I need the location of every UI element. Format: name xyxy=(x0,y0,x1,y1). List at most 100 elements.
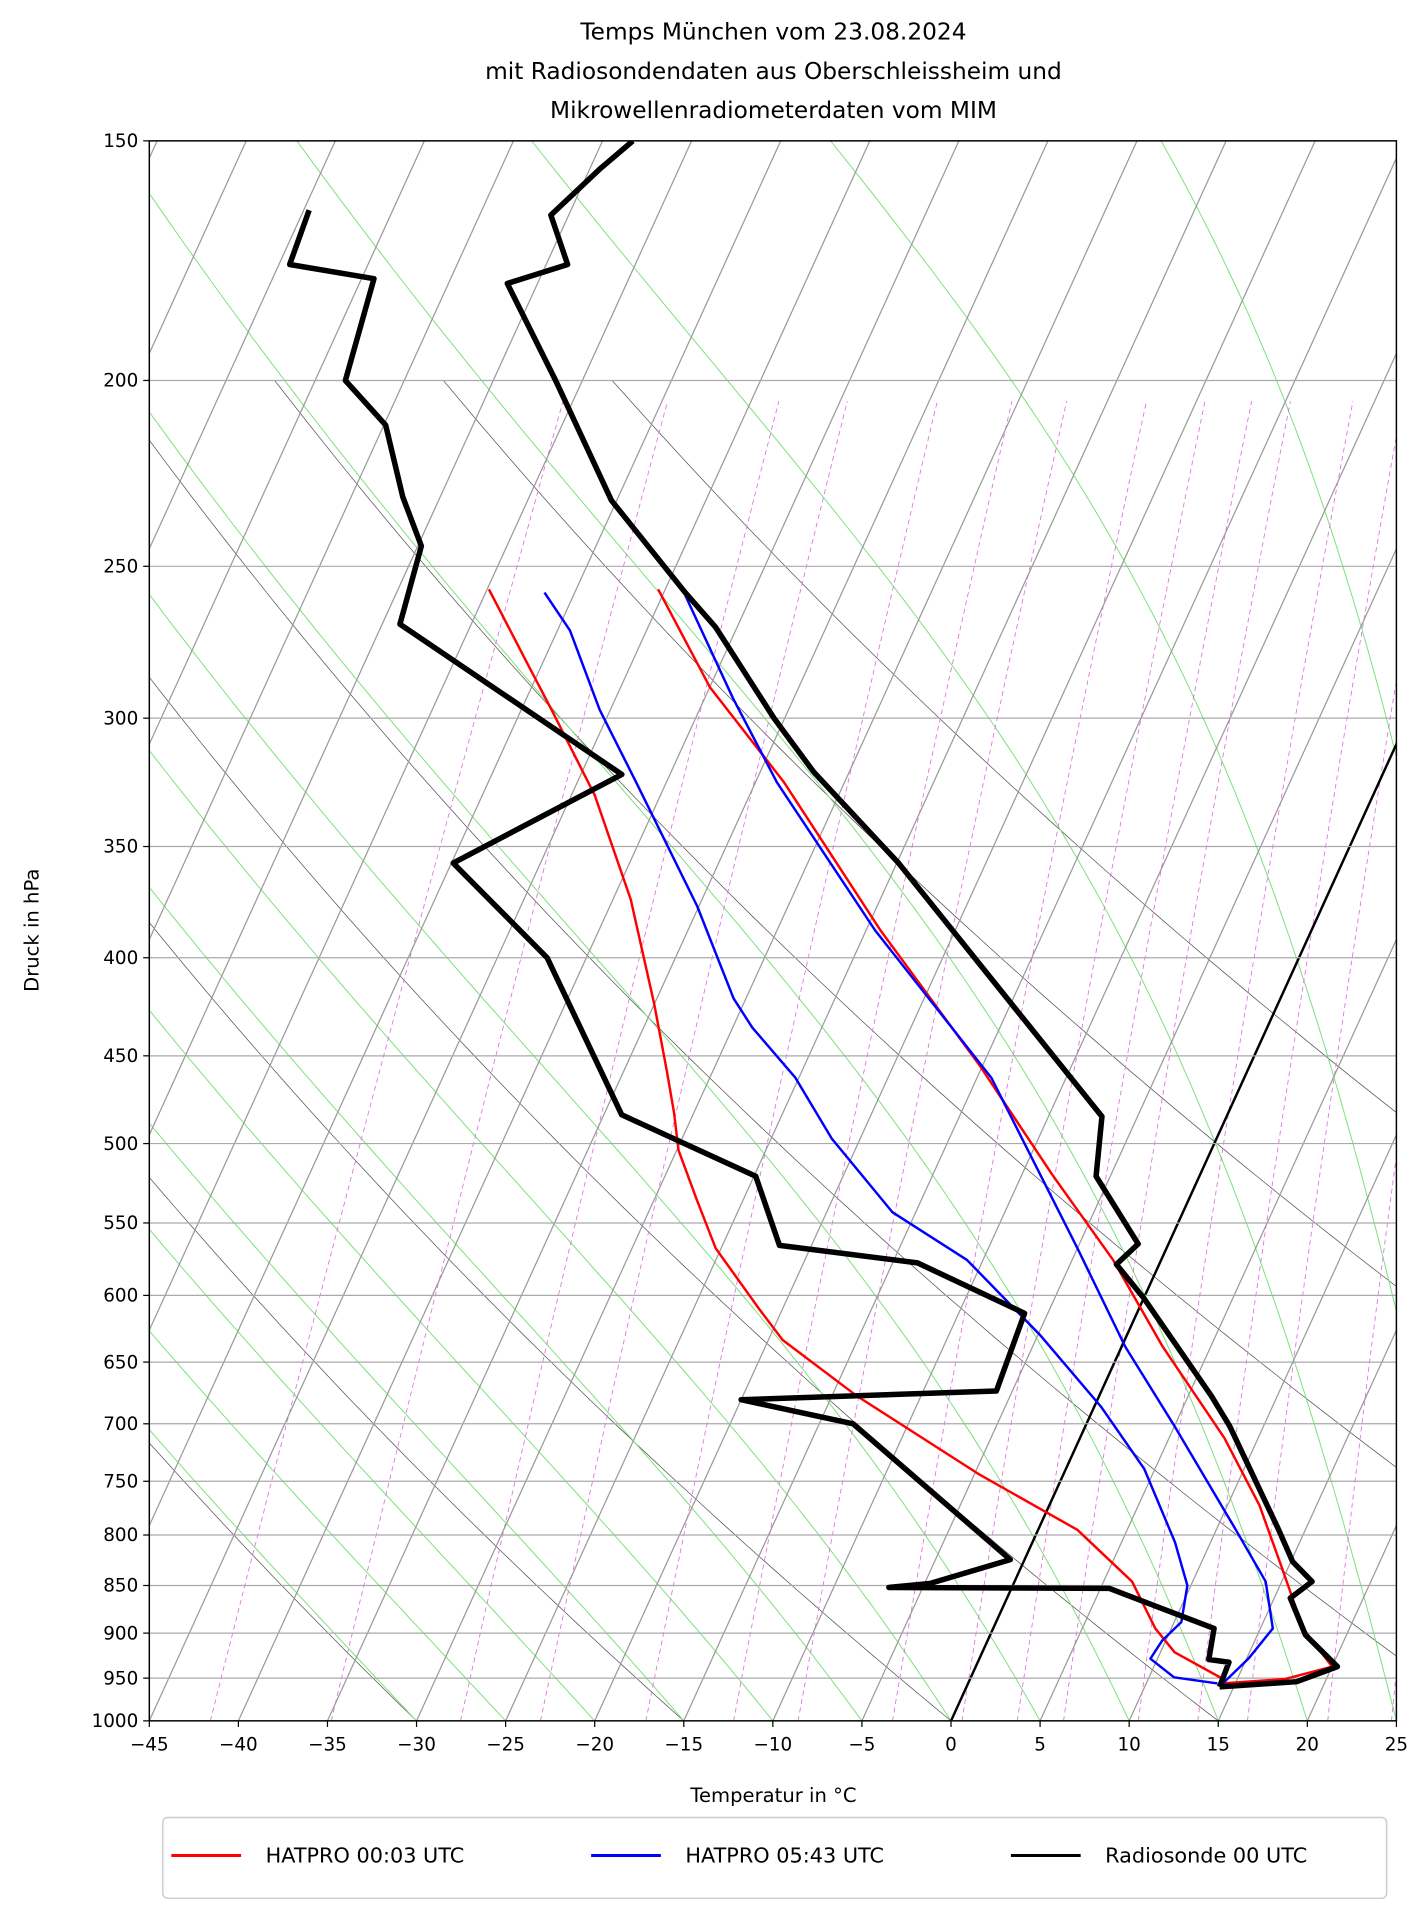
x-tick-label: −30 xyxy=(397,1734,436,1755)
x-tick-label: −40 xyxy=(219,1734,258,1755)
moist-adiabat xyxy=(149,1428,417,1721)
axes: 1000 950 900 850 800 750 700 650 600 550 500 450 400… xyxy=(92,131,1408,1755)
mixing-ratio-line xyxy=(1137,400,1354,1721)
mixing-ratio-line xyxy=(1197,433,1397,1721)
mixing-ratio-line xyxy=(1063,400,1291,1721)
x-tick-label: 0 xyxy=(945,1734,957,1755)
isotherm xyxy=(149,140,515,941)
background-lines xyxy=(149,140,1397,1721)
y-axis-label: Druck in hPa xyxy=(21,869,44,992)
isotherm xyxy=(861,547,1397,1721)
moist-adiabat xyxy=(149,886,863,1721)
isotherm xyxy=(1395,1719,1397,1721)
legend-label: HATPRO 05:43 UTC xyxy=(685,1844,884,1868)
isotherm xyxy=(237,140,960,1721)
dry-adiabat xyxy=(149,921,952,1721)
dewpoint-line xyxy=(543,591,1218,1685)
x-axis-label: Temperatur in °C xyxy=(689,1784,856,1807)
y-tick-label: 850 xyxy=(103,1576,138,1597)
isotherm xyxy=(149,140,693,1332)
y-tick-label: 700 xyxy=(103,1414,138,1435)
chart-title: Mikrowellenradiometerdaten vom MIM xyxy=(550,97,997,124)
y-tick-label: 250 xyxy=(103,557,138,578)
y-tick-label: 200 xyxy=(103,371,138,392)
moist-adiabat xyxy=(149,1122,685,1721)
isotherm xyxy=(1217,1328,1397,1721)
moist-adiabat xyxy=(830,140,1397,1314)
x-tick-label: 10 xyxy=(1117,1734,1140,1755)
y-tick-label: 150 xyxy=(103,131,138,152)
dewpoint-line xyxy=(487,588,1224,1681)
y-tick-label: 350 xyxy=(103,837,138,858)
legend xyxy=(162,1816,1388,1900)
isotherm xyxy=(149,140,871,1721)
temperature-line xyxy=(684,595,1275,1685)
y-tick-label: 450 xyxy=(103,1046,138,1067)
moist-adiabat xyxy=(149,1228,596,1721)
mixing-ratio-line xyxy=(209,400,564,1721)
chart-title: mit Radiosondendaten aus Oberschleisshei… xyxy=(485,58,1062,85)
isotherm xyxy=(683,156,1397,1721)
isotherm xyxy=(149,140,336,551)
mixing-ratio-line xyxy=(460,400,780,1721)
y-tick-label: 950 xyxy=(103,1668,138,1689)
y-tick-label: 500 xyxy=(103,1134,138,1155)
y-tick-label: 600 xyxy=(103,1286,138,1307)
isotherm xyxy=(1128,1133,1397,1721)
isotherm xyxy=(415,140,1138,1721)
x-tick-label: −20 xyxy=(575,1734,614,1755)
isotherm xyxy=(505,140,1227,1721)
dry-adiabat xyxy=(274,380,1397,1468)
isotherm xyxy=(772,351,1397,1721)
x-tick-label: 20 xyxy=(1296,1734,1319,1755)
x-tick-label: −25 xyxy=(486,1734,525,1755)
isotherm xyxy=(149,140,604,1137)
dewpoint-line xyxy=(286,209,1232,1688)
mixing-ratio-line xyxy=(330,400,669,1721)
x-tick-label: 25 xyxy=(1385,1734,1408,1755)
legend-label: Radiosonde 00 UTC xyxy=(1105,1844,1307,1868)
legend-entries: HATPRO 00:03 UTC HATPRO 05:43 UTC Radioson… xyxy=(171,1844,1307,1868)
y-tick-label: 800 xyxy=(103,1525,138,1546)
moist-adiabat xyxy=(149,192,1219,1721)
legend-label: HATPRO 00:03 UTC xyxy=(266,1844,465,1868)
isotherm xyxy=(1039,937,1397,1721)
x-tick-label: −35 xyxy=(308,1734,347,1755)
moist-adiabat xyxy=(149,1330,506,1721)
zero-isotherm xyxy=(949,741,1397,1721)
chart-title: Temps München vom 23.08.2024 xyxy=(579,19,966,46)
mixing-ratio-line xyxy=(1016,400,1253,1721)
x-tick-label: −45 xyxy=(130,1734,169,1755)
moist-adiabat xyxy=(149,1009,774,1721)
mixing-ratio-line xyxy=(540,400,848,1721)
dry-adiabat xyxy=(611,380,1397,1113)
x-tick-label: −15 xyxy=(664,1734,703,1755)
moist-adiabat xyxy=(149,749,952,1721)
temperature-line xyxy=(504,140,1341,1690)
moist-adiabat xyxy=(149,411,1130,1721)
x-tick-label: 5 xyxy=(1034,1734,1046,1755)
moist-adiabat xyxy=(296,140,1308,1721)
mixing-ratio-line xyxy=(733,400,1013,1721)
x-tick-label: 15 xyxy=(1207,1734,1230,1755)
mixing-ratio-line xyxy=(797,400,1068,1721)
dry-adiabat xyxy=(149,1442,417,1721)
y-tick-label: 400 xyxy=(103,948,138,969)
y-tick-label: 300 xyxy=(103,708,138,729)
y-tick-label: 750 xyxy=(103,1471,138,1492)
isotherm xyxy=(1306,1524,1397,1721)
isotherm xyxy=(149,140,425,746)
mixing-ratio-line xyxy=(645,400,938,1721)
y-tick-label: 550 xyxy=(103,1213,138,1234)
moist-adiabat xyxy=(531,140,1397,1721)
y-tick-label: 900 xyxy=(103,1623,138,1644)
x-tick-label: −5 xyxy=(848,1734,875,1755)
moist-adiabat xyxy=(1160,140,1397,759)
dry-adiabat xyxy=(443,380,1397,1287)
mixing-ratio-line xyxy=(892,400,1147,1721)
isotherm xyxy=(326,140,1049,1721)
isotherm xyxy=(149,140,782,1527)
x-tick-label: −10 xyxy=(753,1734,792,1755)
profiles xyxy=(286,140,1341,1690)
